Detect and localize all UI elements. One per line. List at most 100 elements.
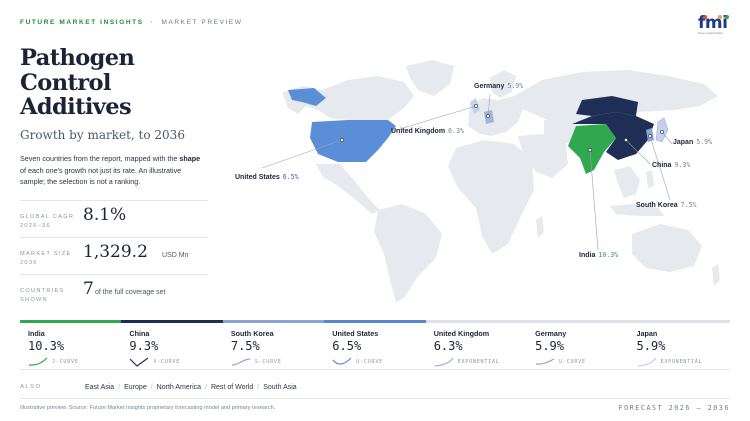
country-alaska[interactable] [288, 88, 326, 106]
tile-germany[interactable]: Germany 5.9% U-CURVE [527, 320, 629, 369]
brand-separator: · [150, 19, 155, 26]
section-label: MARKET PREVIEW [161, 19, 243, 26]
also-divider: / [257, 383, 260, 391]
map-label-value: 7.5% [680, 201, 697, 209]
map-label-united-states: United States 6.5% [235, 173, 299, 181]
tile-united-states[interactable]: United States 6.5% U-CURVE [324, 320, 426, 369]
also-divider: / [150, 383, 153, 391]
map-label-value: 5.9% [507, 82, 524, 90]
tile-name: India [28, 329, 45, 338]
leader-south-korea [649, 135, 671, 201]
u-curve-icon [536, 358, 555, 365]
land-africa [448, 140, 534, 254]
land-madagascar [536, 216, 544, 238]
also-item-north-america[interactable]: North America [156, 383, 202, 391]
dot-india [588, 148, 592, 152]
dot-germany [486, 114, 490, 118]
country-japan[interactable] [655, 117, 669, 143]
tile-value: 6.5% [332, 339, 362, 353]
title-line-1: Pathogen [20, 45, 135, 71]
map-label-name: United Kingdom [391, 128, 446, 135]
description: Seven countries from the report, mapped … [20, 153, 208, 188]
leader-germany [487, 93, 491, 117]
stat-value: 1,329.2 [83, 242, 148, 262]
stat-label-line-1: MARKET SIZE [20, 251, 72, 257]
fmi-logo[interactable]: fmi future market insights [698, 14, 732, 36]
land-canada [318, 76, 414, 122]
also-item-south-asia[interactable]: South Asia [263, 383, 297, 391]
tile-shape: EXPONENTIAL [660, 359, 703, 365]
map-label-value: 10.3% [598, 251, 619, 259]
country-india[interactable] [568, 124, 616, 174]
tile-name: Japan [636, 329, 658, 338]
logo-dot-red [703, 15, 707, 19]
map-label-value: 6.3% [448, 127, 464, 135]
description-part-1: Seven countries from the report, mapped … [20, 154, 180, 163]
source-note: Illustrative preview. Source: Future Mar… [20, 405, 276, 411]
tile-south-korea[interactable]: South Korea 7.5% S-CURVE [222, 320, 325, 369]
brand-line: FUTURE MARKET INSIGHTS · MARKET PREVIEW [20, 19, 243, 26]
map-label-name: South Korea [636, 202, 678, 209]
description-part-2: of each one's growth not just its rate. … [20, 165, 182, 187]
also-divider: / [205, 383, 207, 391]
stat-countries-shown: COUNTRIES SHOWN 7 of the full coverage se… [20, 274, 208, 311]
also-item-europe[interactable]: Europe [124, 383, 147, 391]
country-united-states[interactable] [310, 120, 396, 162]
map-label-value: 9.3% [674, 161, 691, 169]
tile-shape: J-CURVE [52, 359, 79, 365]
logo-dot-green [725, 15, 729, 19]
tile-shape: U-CURVE [559, 359, 586, 365]
tile-value: 6.3% [433, 339, 463, 353]
tile-value: 5.9% [636, 339, 666, 353]
tile-shape: U-CURVE [356, 359, 383, 365]
stat-value: 8.1% [83, 205, 127, 225]
map-label-value: 5.9% [696, 138, 713, 146]
dot-south-korea [648, 134, 652, 138]
leader-united-kingdom [389, 105, 477, 133]
land-greenland [406, 60, 454, 96]
land-south-america [374, 204, 442, 302]
land-australia [632, 224, 702, 272]
tile-value: 9.3% [129, 339, 159, 353]
tile-united-kingdom[interactable]: United Kingdom 6.3% EXPONENTIAL [425, 320, 528, 369]
s-curve-icon [231, 358, 250, 366]
stat-label: GLOBAL CAGR 2026–36 [20, 213, 76, 231]
tile-value: 10.3% [28, 339, 65, 353]
v-curve-icon [129, 357, 149, 367]
map-land [282, 60, 720, 302]
logo-dot-orange [718, 15, 722, 19]
leader-china [625, 139, 651, 165]
logo-tagline: future market insights [698, 32, 723, 35]
title-line-3: Additives [20, 94, 132, 120]
stat-label: COUNTRIES SHOWN [20, 287, 76, 305]
map-label-india: India 10.3% [579, 251, 618, 259]
tile-name: China [129, 329, 150, 338]
country-tiles: India 10.3% J-CURVE China 9.3% V-CURVE S… [20, 320, 730, 370]
exponential-icon [434, 357, 454, 367]
leader-india [589, 149, 599, 251]
leader-japan [661, 131, 673, 145]
tile-china[interactable]: China 9.3% V-CURVE [121, 320, 223, 369]
brand-name: FUTURE MARKET INSIGHTS [20, 19, 144, 26]
leader-lines [261, 93, 673, 251]
map-label-name: China [652, 162, 672, 169]
stat-label-line-2: SHOWN [20, 297, 48, 303]
country-mongolia-region[interactable] [576, 96, 638, 116]
j-curve-icon [28, 357, 48, 366]
tile-india[interactable]: India 10.3% J-CURVE [20, 320, 122, 369]
land-new-zealand [712, 264, 720, 286]
also-divider: / [118, 383, 121, 391]
tile-japan[interactable]: Japan 5.9% EXPONENTIAL [628, 320, 730, 369]
also-item-rest-of-world[interactable]: Rest of World [210, 383, 254, 391]
description-bold: shape [179, 154, 201, 163]
map-label-south-korea: South Korea 7.5% [636, 201, 697, 209]
world-map [261, 60, 720, 302]
stat-global-cagr: GLOBAL CAGR 2026–36 8.1% [20, 200, 208, 237]
stat-label-line-1: COUNTRIES [20, 288, 65, 294]
map-label-china: China 9.3% [652, 161, 690, 169]
land-southeast-asia [614, 166, 640, 198]
country-china[interactable] [572, 112, 654, 160]
map-label-germany: Germany 5.9% [474, 82, 523, 90]
land-russia [514, 70, 718, 122]
also-item-east-asia[interactable]: East Asia [85, 383, 115, 391]
